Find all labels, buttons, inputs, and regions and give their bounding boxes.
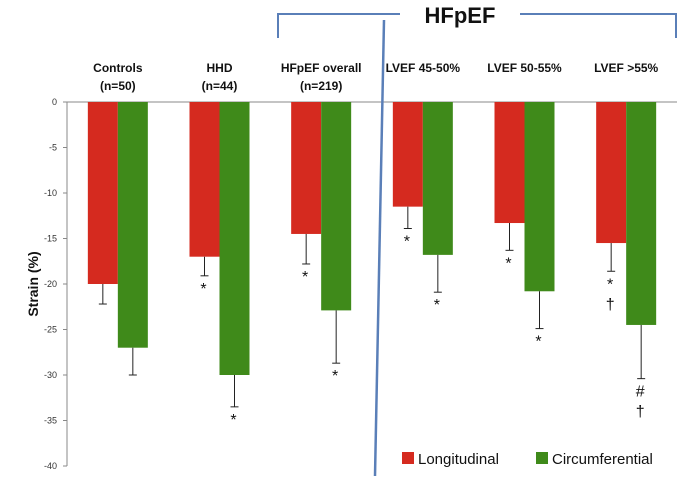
category-sublabel: (n=44) <box>202 79 238 93</box>
legend: Longitudinal Circumferential <box>402 451 653 468</box>
axes: 0 -5 -10 -15 -20 -25 -30 -35 -40 Strain (%) <box>25 97 677 471</box>
y-tick-label: -40 <box>44 461 57 471</box>
category-label: LVEF 45-50% <box>386 61 461 75</box>
y-tick-label: 0 <box>52 97 57 107</box>
bracket-line-right <box>520 13 677 38</box>
bar-circumferential <box>321 102 352 311</box>
bar-circumferential <box>117 102 148 348</box>
significance-mark: * <box>535 334 541 351</box>
y-tick-label: -20 <box>44 279 57 289</box>
legend-label: Longitudinal <box>418 451 499 468</box>
bar-longitudinal <box>392 102 423 207</box>
significance-mark: # <box>636 384 645 401</box>
y-tick-label: -5 <box>49 143 57 153</box>
bar-longitudinal <box>494 102 525 224</box>
category-label: LVEF >55% <box>594 61 658 75</box>
category-sublabel: (n=50) <box>100 79 136 93</box>
bar-circumferential <box>626 102 657 325</box>
y-tick-label: -35 <box>44 416 57 426</box>
significance-mark: * <box>332 368 338 385</box>
error-bars <box>98 206 646 408</box>
y-tick-label: -15 <box>44 234 57 244</box>
bar-longitudinal <box>189 102 220 257</box>
bar-longitudinal <box>596 102 627 244</box>
significance-mark: † <box>606 296 615 313</box>
significance-mark: * <box>607 276 613 293</box>
category-label: HHD <box>207 61 233 75</box>
significance-mark: * <box>434 297 440 314</box>
significance-mark: * <box>200 281 206 298</box>
bar-longitudinal <box>87 102 118 284</box>
category-label: HFpEF overall <box>281 61 362 75</box>
significance-mark: * <box>302 269 308 286</box>
bar-circumferential <box>422 102 453 255</box>
group-title: HFpEF <box>425 3 496 28</box>
category-labels: Controls (n=50) HHD (n=44) HFpEF overall (n=2… <box>93 61 658 93</box>
category-label: LVEF 50-55% <box>487 61 562 75</box>
significance-mark: * <box>230 412 236 429</box>
y-tick-label: -30 <box>44 370 57 380</box>
y-axis-label: Strain (%) <box>25 251 41 316</box>
legend-swatch <box>536 452 548 464</box>
bar-longitudinal <box>291 102 322 234</box>
significance-mark: * <box>404 233 410 250</box>
bar-circumferential <box>219 102 250 375</box>
bars <box>87 102 657 375</box>
group-divider <box>373 19 386 477</box>
y-tick-label: -25 <box>44 325 57 335</box>
significance-mark: † <box>636 404 645 421</box>
significance-mark: * <box>505 255 511 272</box>
hfpef-bracket: HFpEF <box>277 3 677 38</box>
legend-label: Circumferential <box>552 451 653 468</box>
category-label: Controls <box>93 61 143 75</box>
category-sublabel: (n=219) <box>300 79 342 93</box>
y-tick-label: -10 <box>44 188 57 198</box>
bracket-line-left <box>277 13 400 38</box>
bar-circumferential <box>524 102 555 292</box>
legend-swatch <box>402 452 414 464</box>
annotations: * * * * * * * * * † # † <box>200 233 644 428</box>
